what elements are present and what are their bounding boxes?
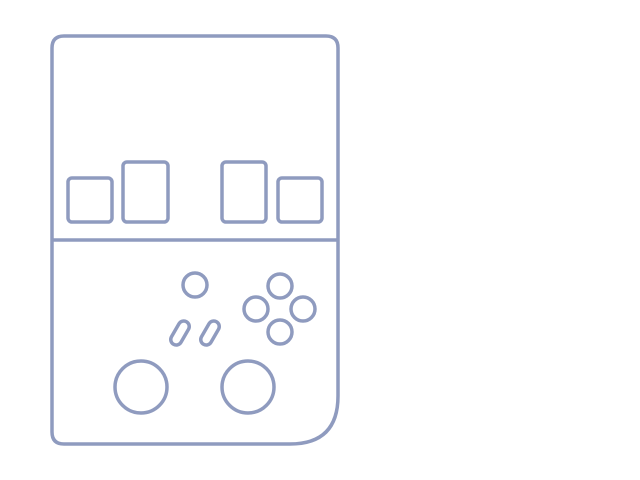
- select-button[interactable]: [169, 319, 192, 347]
- r2-trigger[interactable]: [276, 176, 324, 224]
- l2-trigger[interactable]: [66, 176, 114, 224]
- r1-bumper[interactable]: [220, 160, 268, 224]
- right-analog-stick[interactable]: [220, 359, 276, 415]
- start-button[interactable]: [199, 319, 222, 347]
- face-button-bottom[interactable]: [266, 318, 294, 346]
- face-button-left[interactable]: [242, 295, 270, 323]
- home-button[interactable]: [181, 271, 209, 299]
- face-button-top[interactable]: [266, 272, 294, 300]
- l1-bumper[interactable]: [121, 160, 170, 224]
- face-button-right[interactable]: [289, 295, 317, 323]
- left-analog-stick[interactable]: [113, 359, 169, 415]
